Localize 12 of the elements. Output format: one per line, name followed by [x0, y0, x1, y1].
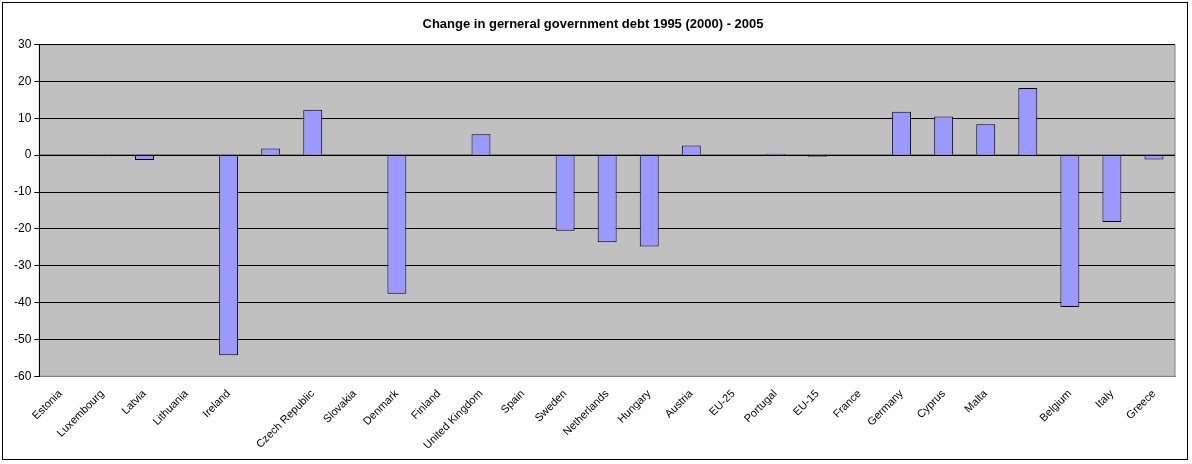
- y-tick-label: -40: [14, 294, 32, 309]
- y-tick-label: -20: [14, 221, 32, 236]
- y-tick-label: -60: [14, 368, 32, 383]
- y-tick-label: 30: [17, 36, 32, 51]
- y-tick-label: -50: [14, 331, 32, 346]
- y-tick-label: -30: [14, 258, 32, 273]
- y-tick-label: 20: [17, 73, 32, 88]
- x-tick-label: Italy: [1092, 386, 1116, 410]
- y-tick-label: -10: [14, 184, 32, 199]
- y-tick-label: 10: [17, 110, 32, 125]
- chart-title: Change in gerneral government debt 1995 (2000) - 2005: [422, 16, 764, 32]
- y-tick-label: 0: [24, 147, 32, 162]
